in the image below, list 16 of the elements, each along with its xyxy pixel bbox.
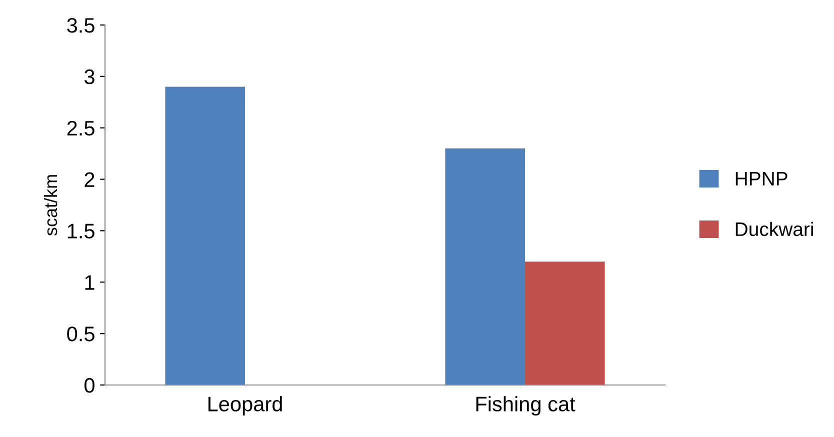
y-tick-label: 3.5 <box>67 18 94 33</box>
bar <box>525 262 605 385</box>
y-tick-label: 2.5 <box>67 120 94 136</box>
y-tick-label: 1.5 <box>68 224 94 238</box>
y-tick-label: 2 <box>84 172 94 187</box>
x-tick-label: Leopard <box>208 396 282 416</box>
y-tick-label: 0.5 <box>67 326 94 342</box>
bar <box>165 86 245 385</box>
x-tick-label: Fishing cat <box>476 396 576 416</box>
legend-label: Duckwari <box>736 222 813 236</box>
y-tick-label: 1 <box>85 275 94 290</box>
y-tick-label: 3 <box>84 69 94 84</box>
bar <box>445 148 525 385</box>
y-axis-title: scat/km <box>44 175 58 236</box>
legend-label: HPNP <box>736 172 788 186</box>
y-tick-label: 0 <box>84 378 94 393</box>
